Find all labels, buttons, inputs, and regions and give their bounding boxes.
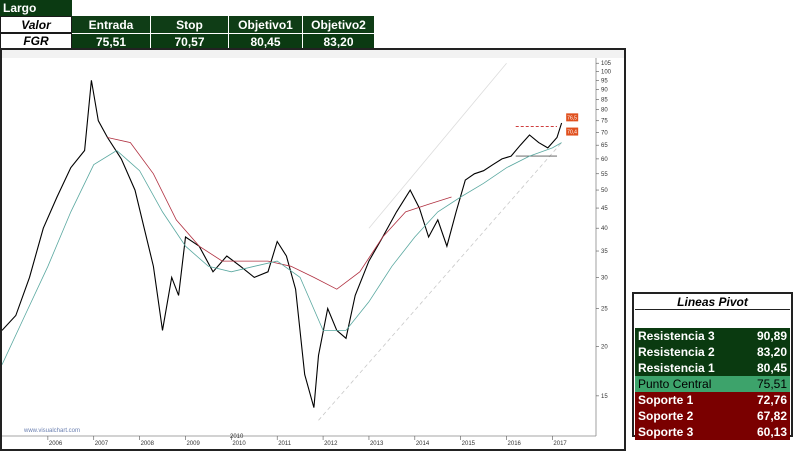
y-tick-label: 55 — [601, 172, 608, 178]
price-marker-tag — [566, 113, 579, 122]
pivot-value: 72,76 — [756, 393, 787, 407]
x-tick-label: 2006 — [49, 441, 63, 447]
x-ticks: 2006 2007 2008 2009 2010 2011 2012 2013 2014 2015… — [47, 436, 567, 447]
y-tick-label: 25 — [601, 307, 608, 313]
pivot-row: Resistencia 2 83,20 — [635, 344, 790, 360]
price-marker-label: 70,4 — [567, 130, 577, 136]
ticker-cell: FGR — [0, 33, 72, 49]
y-tick-label: 95 — [601, 78, 608, 84]
header-objetivo2: Objetivo2 — [302, 16, 374, 33]
x-tick-label: 2008 — [141, 441, 155, 447]
y-tick-label: 50 — [601, 188, 608, 194]
x-tick-label: 2015 — [462, 441, 476, 447]
series-line-price — [2, 80, 563, 408]
source-label: www.visualchart.com — [23, 428, 80, 434]
pivot-row: Resistencia 3 90,89 — [635, 328, 790, 344]
y-tick-label: 40 — [601, 226, 608, 232]
pivot-row: Resistencia 1 80,45 — [635, 360, 790, 376]
series-line-moving-average-short — [2, 142, 562, 365]
y-tick-label: 80 — [601, 108, 608, 114]
pivot-label: Soporte 3 — [638, 425, 694, 439]
pivot-title: Lineas Pivot — [635, 295, 790, 310]
pivot-label: Soporte 1 — [638, 393, 694, 407]
x-tick-label: 2016 — [508, 441, 522, 447]
x-tick-label: 2007 — [95, 441, 109, 447]
value-stop: 70,57 — [150, 33, 228, 49]
header-stop: Stop — [150, 16, 228, 33]
pivot-row: Soporte 1 72,76 — [635, 392, 790, 408]
price-marker-label: 76,5 — [567, 115, 577, 121]
y-tick-label: 70 — [601, 131, 608, 137]
series-line-moving-average-long — [107, 137, 452, 290]
y-ticks: 105 100 95 90 85 80 75 70 65 60 55 50 45 40 35 30 25 20 15 — [596, 61, 612, 400]
pivot-value: 75,51 — [756, 377, 787, 391]
value-objetivo2: 83,20 — [302, 33, 374, 49]
price-chart-frame: 76,5 70,4 105 100 95 90 85 80 75 70 65 60 55 50 45 40 3… — [0, 48, 626, 451]
x-tick-label: 2011 — [278, 441, 292, 447]
pivot-row: Soporte 2 67,82 — [635, 408, 790, 424]
pivot-value: 83,20 — [756, 345, 787, 359]
x-tick-label: 2014 — [416, 441, 430, 447]
trade-title: Largo — [0, 0, 72, 16]
pivot-value: 67,82 — [756, 409, 787, 423]
y-tick-label: 20 — [601, 345, 608, 351]
header-valor: Valor — [0, 16, 72, 33]
y-tick-label: 45 — [601, 206, 608, 212]
y-tick-label: 35 — [601, 249, 608, 255]
upper-channel-line — [368, 62, 507, 229]
value-objetivo1: 80,45 — [228, 33, 302, 49]
y-tick-label: 85 — [601, 97, 608, 103]
series-group: 76,5 70,4 — [2, 80, 579, 408]
x-tick-label: 2009 — [186, 441, 200, 447]
header-objetivo1: Objetivo1 — [228, 16, 302, 33]
x-tick-label: 2010 — [232, 441, 246, 447]
pivot-value: 60,13 — [756, 425, 787, 439]
y-tick-label: 105 — [601, 61, 612, 67]
y-tick-label: 60 — [601, 157, 608, 163]
pivot-label: Punto Central — [638, 377, 712, 391]
y-tick-label: 90 — [601, 88, 608, 94]
support-trend-line — [318, 142, 562, 421]
pivot-value: 80,45 — [756, 361, 787, 375]
x-tick-label: 2017 — [553, 441, 567, 447]
header-entrada: Entrada — [72, 16, 150, 33]
x-tick-label: 2013 — [370, 441, 384, 447]
pivot-label: Resistencia 1 — [638, 361, 715, 375]
value-entrada: 75,51 — [72, 33, 150, 49]
pivot-row: Punto Central 75,51 — [635, 376, 790, 392]
x-tick-label: 2012 — [324, 441, 338, 447]
pivot-label: Soporte 2 — [638, 409, 694, 423]
trend-lines — [318, 62, 562, 421]
x-bottom-label: 2010 — [230, 434, 244, 440]
pivot-value: 90,89 — [756, 329, 787, 343]
y-tick-label: 100 — [601, 70, 612, 76]
y-tick-label: 30 — [601, 275, 608, 281]
price-chart: 76,5 70,4 105 100 95 90 85 80 75 70 65 60 55 50 45 40 3… — [2, 50, 624, 447]
pivot-label: Resistencia 2 — [638, 345, 715, 359]
pivot-panel: Lineas Pivot Resistencia 3 90,89 Resistenc… — [632, 292, 793, 440]
price-marker-tag — [566, 127, 579, 136]
y-tick-label: 65 — [601, 143, 608, 149]
y-tick-label: 15 — [601, 394, 608, 400]
pivot-label: Resistencia 3 — [638, 329, 715, 343]
chart-info-bar — [2, 50, 624, 58]
pivot-row: Soporte 3 60,13 — [635, 424, 790, 440]
y-tick-label: 75 — [601, 119, 608, 125]
